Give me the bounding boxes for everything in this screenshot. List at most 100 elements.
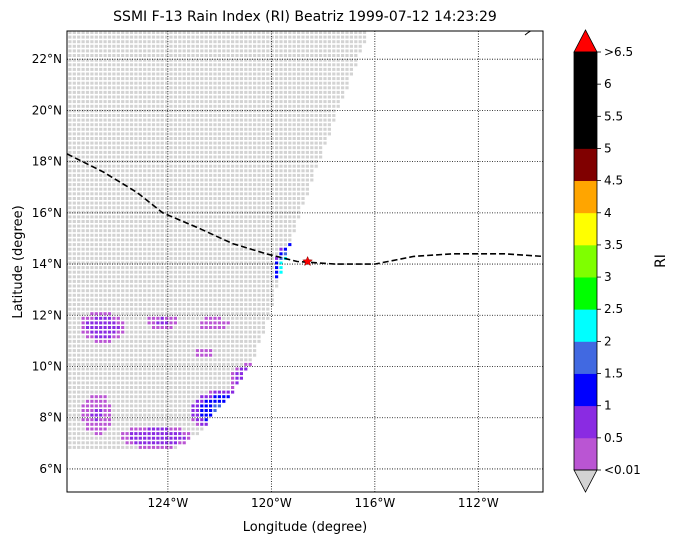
swath-pixel xyxy=(143,49,147,53)
swath-pixel xyxy=(253,339,257,343)
swath-pixel xyxy=(77,31,81,34)
swath-pixel xyxy=(253,187,257,191)
swath-pixel xyxy=(226,187,230,191)
swath-pixel xyxy=(90,413,94,417)
swath-pixel xyxy=(305,90,309,94)
swath-pixel xyxy=(301,90,305,94)
swath-pixel xyxy=(99,432,103,436)
swath-pixel xyxy=(129,31,134,34)
swath-pixel xyxy=(178,339,182,343)
swath-pixel xyxy=(107,210,112,214)
swath-pixel xyxy=(305,49,309,53)
swath-pixel xyxy=(222,353,226,357)
swath-pixel xyxy=(94,247,98,251)
swath-pixel xyxy=(160,376,164,380)
swath-pixel xyxy=(99,293,103,297)
swath-pixel xyxy=(195,114,199,117)
swath-pixel xyxy=(239,372,243,376)
swath-pixel xyxy=(226,141,230,145)
swath-pixel xyxy=(222,261,226,265)
swath-pixel xyxy=(178,169,182,173)
swath-pixel xyxy=(244,289,248,293)
swath-pixel xyxy=(231,187,235,191)
swath-pixel xyxy=(169,67,173,71)
swath-pixel xyxy=(191,358,195,362)
swath-pixel xyxy=(231,362,235,366)
colorbar-segment xyxy=(574,52,597,85)
swath-pixel xyxy=(125,247,129,251)
swath-pixel xyxy=(314,49,318,53)
swath-pixel xyxy=(165,349,169,353)
swath-pixel xyxy=(288,229,292,233)
swath-pixel xyxy=(134,173,138,177)
swath-pixel xyxy=(226,86,230,90)
swath-pixel xyxy=(151,54,156,57)
swath-pixel xyxy=(68,164,72,168)
swath-pixel xyxy=(112,409,116,412)
swath-pixel xyxy=(239,316,243,320)
swath-pixel xyxy=(125,201,129,205)
swath-pixel xyxy=(129,77,134,81)
swath-pixel xyxy=(134,441,138,445)
swath-pixel xyxy=(77,95,81,99)
swath-pixel xyxy=(226,81,230,85)
swath-pixel xyxy=(244,150,248,154)
swath-pixel xyxy=(103,220,107,223)
swath-pixel xyxy=(231,390,235,394)
swath-pixel xyxy=(125,386,129,389)
swath-pixel xyxy=(72,409,76,412)
swath-pixel xyxy=(112,63,116,67)
swath-pixel xyxy=(191,150,195,154)
swath-pixel xyxy=(77,233,81,237)
swath-pixel xyxy=(248,169,252,173)
y-tick-label: 22°N xyxy=(32,52,62,66)
swath-pixel xyxy=(147,298,151,302)
swath-pixel xyxy=(173,344,177,348)
swath-pixel xyxy=(68,395,72,399)
swath-pixel xyxy=(112,173,116,177)
swath-pixel xyxy=(173,372,177,376)
swath-pixel xyxy=(107,132,112,136)
swath-pixel xyxy=(182,183,186,187)
swath-pixel xyxy=(151,284,156,288)
swath-pixel xyxy=(125,210,129,214)
swath-pixel xyxy=(187,132,191,136)
swath-pixel xyxy=(85,362,90,366)
swath-pixel xyxy=(99,247,103,251)
swath-pixel xyxy=(134,206,138,210)
swath-pixel xyxy=(68,243,72,247)
swath-pixel xyxy=(81,229,85,233)
swath-pixel xyxy=(217,100,221,104)
swath-pixel xyxy=(169,289,173,293)
swath-pixel xyxy=(354,44,358,48)
swath-pixel xyxy=(77,173,81,177)
swath-pixel xyxy=(270,40,274,44)
swath-pixel xyxy=(121,330,125,334)
swath-pixel xyxy=(182,353,186,357)
swath-pixel xyxy=(143,362,147,366)
swath-pixel xyxy=(204,127,208,131)
swath-pixel xyxy=(121,275,125,279)
swath-pixel xyxy=(235,335,239,339)
swath-pixel xyxy=(68,353,72,357)
swath-pixel xyxy=(253,192,257,196)
swath-pixel xyxy=(107,109,112,113)
swath-pixel xyxy=(253,335,257,339)
swath-pixel xyxy=(200,376,204,380)
swath-pixel xyxy=(283,137,287,140)
swath-pixel xyxy=(77,422,81,426)
swath-pixel xyxy=(68,349,72,353)
swath-pixel xyxy=(248,164,252,168)
swath-pixel xyxy=(323,90,327,94)
swath-pixel xyxy=(235,215,239,219)
swath-pixel xyxy=(173,229,177,233)
swath-pixel xyxy=(191,137,195,140)
swath-pixel xyxy=(253,220,257,223)
swath-pixel xyxy=(138,178,142,182)
swath-pixel xyxy=(72,413,76,417)
swath-pixel xyxy=(173,303,177,306)
swath-pixel xyxy=(134,150,138,154)
swath-pixel xyxy=(81,233,85,237)
swath-pixel xyxy=(187,210,191,214)
swath-pixel xyxy=(68,335,72,339)
